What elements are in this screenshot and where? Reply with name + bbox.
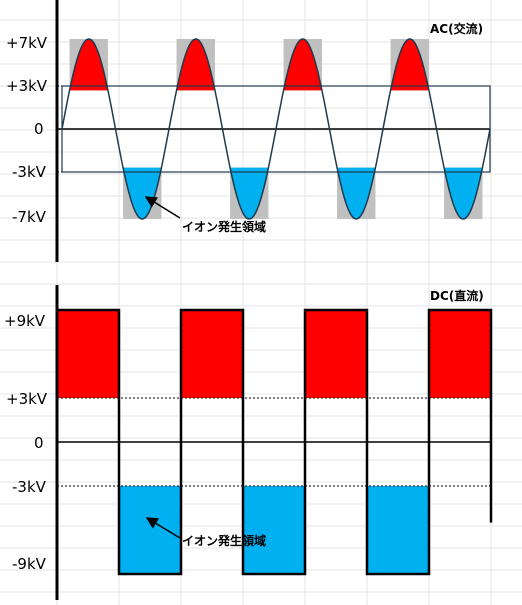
- dc-label-minus3kv: -3kV: [12, 478, 47, 496]
- ac-negative-lobe-2: [337, 167, 376, 219]
- dc-label-plus3kv: +3kV: [6, 390, 48, 408]
- ac-title: AC(交流): [430, 21, 483, 36]
- dc-label-zero: 0: [34, 434, 44, 452]
- dc-negative-block-0: [119, 486, 181, 574]
- ac-label-minus3kv: -3kV: [12, 163, 47, 181]
- ac-negative-lobe-3: [444, 167, 483, 219]
- ac-label-plus7kv: +7kV: [6, 34, 48, 52]
- dc-positive-block-1: [181, 310, 243, 398]
- ac-positive-lobe-1: [176, 39, 215, 91]
- dc-panel: +9kV +3kV 0 -3kV -9kV DC(直流) イオン発生領域: [4, 285, 493, 600]
- dc-positive-block-3: [429, 310, 491, 398]
- ac-sine-wave: [61, 38, 491, 220]
- dc-positive-block-0: [57, 310, 119, 398]
- dc-fills: [57, 310, 491, 574]
- dc-label-minus9kv: -9kV: [12, 555, 47, 573]
- dc-title: DC(直流): [430, 288, 484, 303]
- dc-annotation-arrow: [145, 517, 181, 539]
- dc-positive-block-2: [305, 310, 367, 398]
- dc-negative-block-2: [367, 486, 429, 574]
- ac-positive-lobe-3: [390, 39, 429, 91]
- ac-label-minus7kv: -7kV: [12, 208, 47, 226]
- ac-fills: [69, 39, 483, 219]
- ac-positive-lobe-2: [283, 39, 322, 91]
- dc-negative-block-1: [243, 486, 305, 574]
- ac-label-plus3kv: +3kV: [6, 77, 48, 95]
- dc-annotation: イオン発生領域: [182, 533, 266, 548]
- ac-negative-lobe-1: [230, 167, 269, 219]
- ac-annotation-arrow: [144, 196, 181, 219]
- ac-positive-lobe-0: [69, 39, 108, 91]
- dc-label-plus9kv: +9kV: [4, 312, 46, 330]
- dc-square-wave: [57, 308, 493, 576]
- ac-annotation: イオン発生領域: [182, 219, 266, 234]
- ac-label-zero: 0: [34, 120, 44, 138]
- ac-negative-lobe-0: [123, 167, 162, 219]
- ac-panel: +7kV +3kV 0 -3kV -7kV AC(交流) イオン発生領域: [6, 0, 491, 262]
